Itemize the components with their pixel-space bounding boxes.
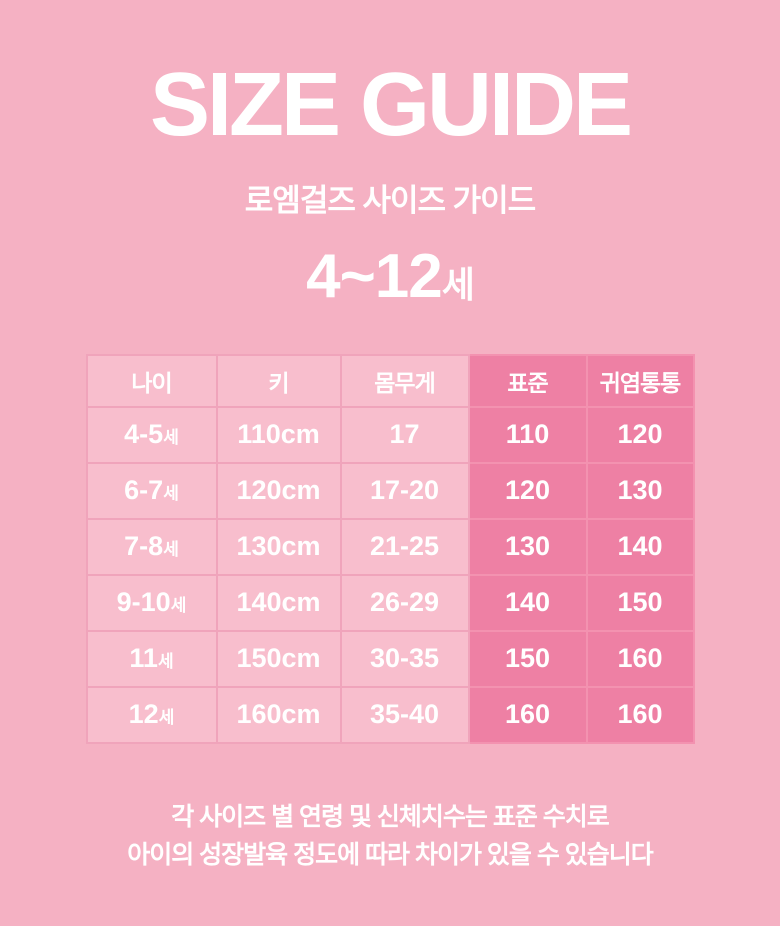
table-row: 7-8세 130cm 21-25 130 140	[85, 517, 695, 576]
column-header-weight: 몸무게	[339, 353, 470, 408]
table-row: 4-5세 110cm 17 110 120	[85, 405, 695, 464]
cell-height: 150cm	[215, 629, 342, 688]
table-row: 6-7세 120cm 17-20 120 130	[85, 461, 695, 520]
cell-chubby: 130	[585, 461, 695, 520]
cell-standard: 140	[467, 573, 588, 632]
cell-weight: 17	[339, 405, 470, 464]
age-value: 4-5	[124, 419, 164, 449]
cell-age: 6-7세	[85, 461, 218, 520]
cell-chubby: 140	[585, 517, 695, 576]
cell-weight: 30-35	[339, 629, 470, 688]
cell-height: 140cm	[215, 573, 342, 632]
age-value: 12	[128, 699, 159, 729]
age-range: 4~12세	[0, 245, 780, 308]
age-value: 6-7	[124, 475, 164, 505]
cell-weight: 21-25	[339, 517, 470, 576]
cell-age: 11세	[85, 629, 218, 688]
cell-age: 12세	[85, 685, 218, 744]
size-table: 나이 키 몸무게 표준 귀염통통 4-5세 110cm 17 110 120 6-7세 12…	[85, 353, 695, 744]
cell-weight: 35-40	[339, 685, 470, 744]
age-range-suffix: 세	[441, 263, 475, 305]
age-unit: 세	[163, 540, 179, 559]
cell-standard: 130	[467, 517, 588, 576]
footnote-line-1: 각 사이즈 별 연령 및 신체치수는 표준 수치로	[171, 802, 610, 831]
table-header-row: 나이 키 몸무게 표준 귀염통통	[85, 353, 695, 408]
footnote: 각 사이즈 별 연령 및 신체치수는 표준 수치로 아이의 성장발육 정도에 따…	[0, 798, 780, 874]
cell-standard: 160	[467, 685, 588, 744]
size-table-body: 4-5세 110cm 17 110 120 6-7세 120cm 17-20 120 130 7-8…	[85, 405, 695, 744]
cell-age: 9-10세	[85, 573, 218, 632]
cell-chubby: 160	[585, 629, 695, 688]
column-header-height: 키	[215, 353, 342, 408]
age-unit: 세	[157, 652, 174, 671]
cell-standard: 120	[467, 461, 588, 520]
table-row: 9-10세 140cm 26-29 140 150	[85, 573, 695, 632]
cell-weight: 26-29	[339, 573, 470, 632]
cell-age: 4-5세	[85, 405, 218, 464]
age-unit: 세	[158, 708, 175, 727]
page-title: SIZE GUIDE	[149, 55, 633, 155]
age-unit: 세	[163, 484, 179, 503]
column-header-standard: 표준	[467, 353, 588, 408]
cell-height: 120cm	[215, 461, 342, 520]
table-row: 11세 150cm 30-35 150 160	[85, 629, 695, 688]
footnote-line-2: 아이의 성장발육 정도에 따라 차이가 있을 수 있습니다	[127, 840, 654, 869]
cell-chubby: 160	[585, 685, 695, 744]
cell-standard: 110	[467, 405, 588, 464]
age-range-main: 4~12	[306, 241, 443, 311]
cell-chubby: 150	[585, 573, 695, 632]
page-subtitle: 로엠걸즈 사이즈 가이드	[244, 182, 536, 218]
cell-height: 110cm	[215, 405, 342, 464]
table-row: 12세 160cm 35-40 160 160	[85, 685, 695, 744]
age-value: 11	[129, 643, 158, 673]
cell-height: 160cm	[215, 685, 342, 744]
cell-chubby: 120	[585, 405, 695, 464]
column-header-age: 나이	[85, 353, 218, 408]
age-value: 7-8	[124, 531, 164, 561]
cell-standard: 150	[467, 629, 588, 688]
column-header-chubby: 귀염통통	[585, 353, 695, 408]
cell-weight: 17-20	[339, 461, 470, 520]
age-value: 9-10	[116, 587, 171, 617]
cell-height: 130cm	[215, 517, 342, 576]
cell-age: 7-8세	[85, 517, 218, 576]
age-unit: 세	[163, 428, 179, 447]
age-unit: 세	[170, 596, 187, 615]
